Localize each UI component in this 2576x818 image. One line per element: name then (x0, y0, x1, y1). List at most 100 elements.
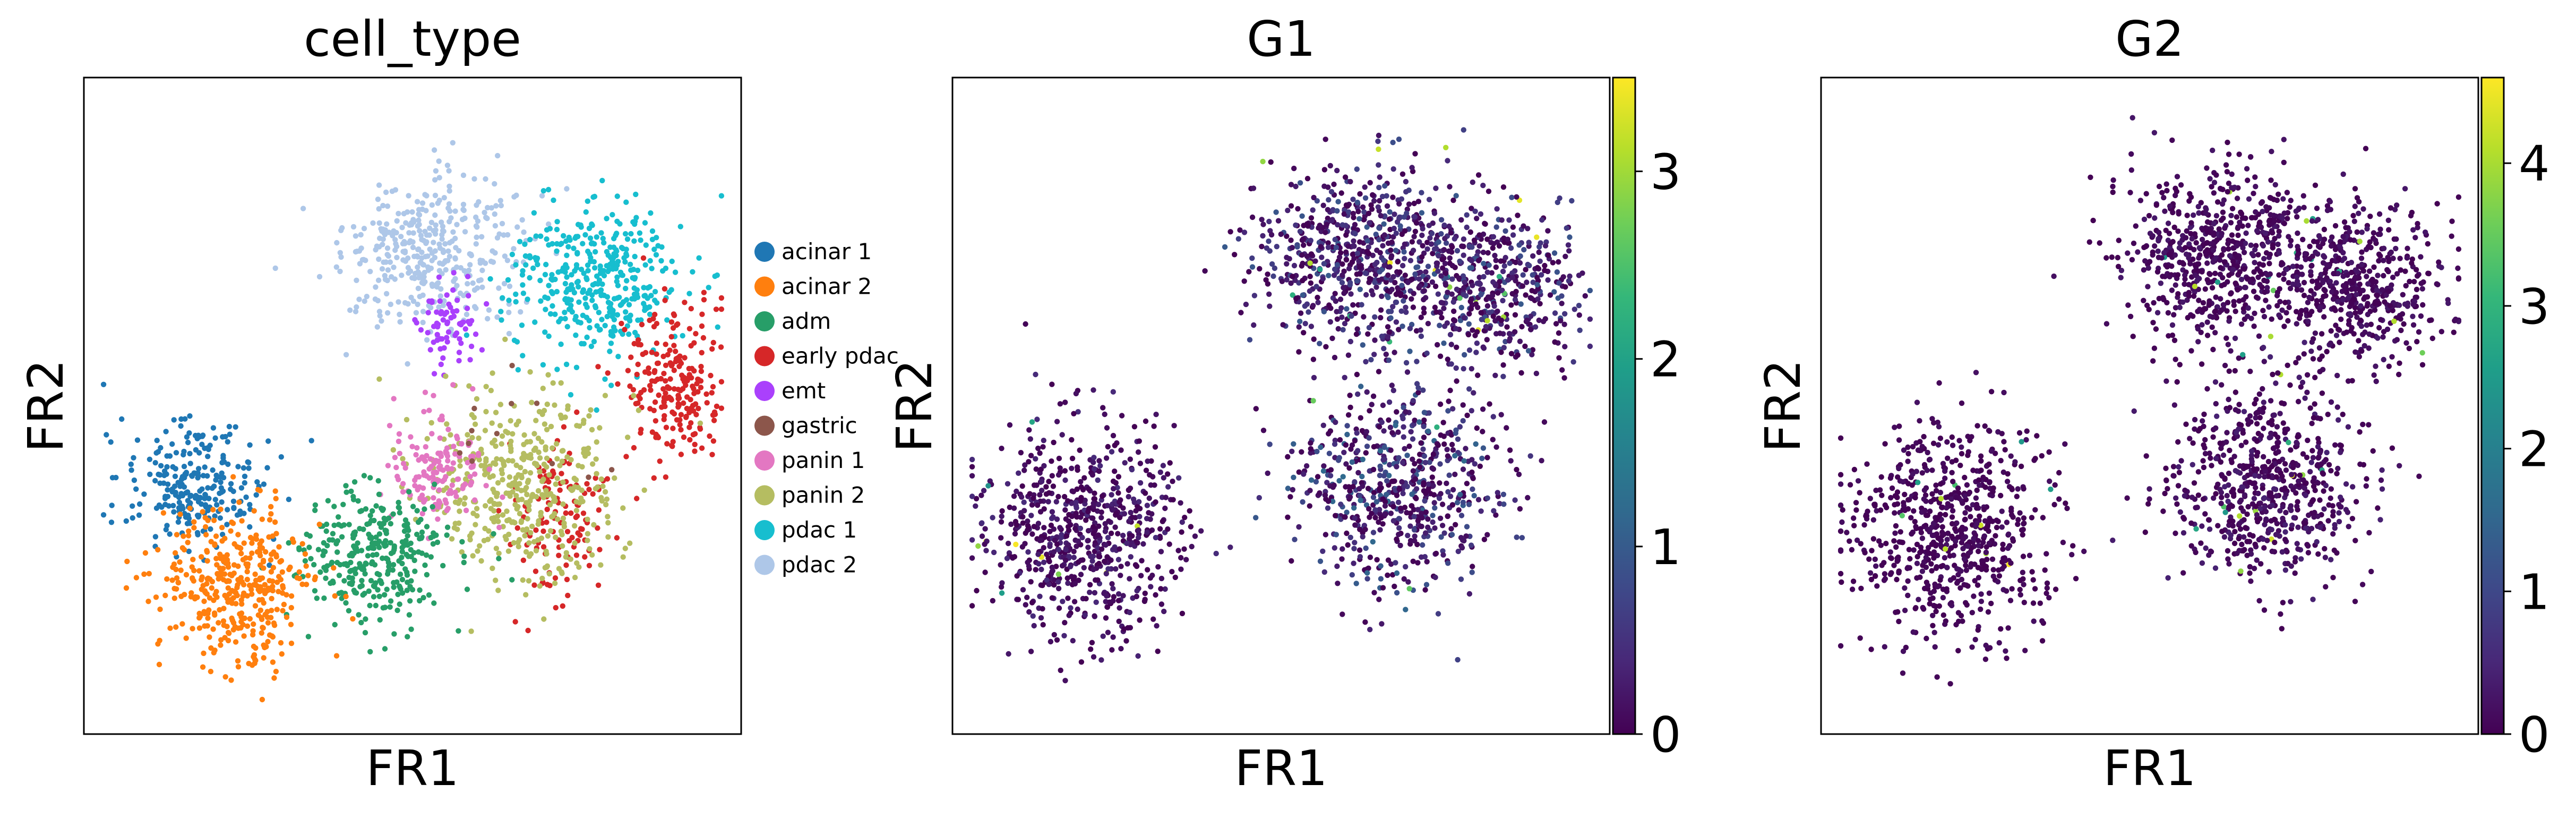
scatter-point (1077, 525, 1084, 531)
scatter-point (639, 321, 645, 328)
scatter-point (443, 267, 449, 273)
scatter-point (662, 297, 668, 303)
scatter-point (238, 485, 245, 491)
scatter-point (527, 498, 533, 504)
scatter-point (1462, 279, 1467, 285)
scatter-point (601, 240, 607, 246)
scatter-point (370, 220, 376, 226)
scatter-point (259, 630, 264, 636)
scatter-point (1421, 453, 1428, 459)
legend-item: panin 2 (754, 482, 865, 508)
scatter-point (1443, 270, 1449, 276)
scatter-point (447, 208, 453, 214)
scatter-point (573, 499, 579, 505)
scatter-point (456, 357, 462, 364)
scatter-point (173, 450, 179, 456)
scatter-point (222, 433, 228, 440)
scatter-point (1292, 536, 1298, 542)
scatter-point (1109, 581, 1115, 587)
scatter-point (1518, 301, 1524, 307)
scatter-point (446, 219, 452, 225)
scatter-point (1504, 425, 1509, 431)
scatter-point (362, 629, 368, 636)
scatter-point (1432, 525, 1438, 531)
scatter-point (580, 287, 587, 293)
scatter-point (601, 272, 607, 279)
scatter-point (1507, 260, 1513, 266)
scatter-point (578, 224, 584, 230)
scatter-point (1429, 231, 1435, 236)
scatter-point (419, 200, 426, 206)
scatter-point (414, 445, 420, 451)
scatter-point (1366, 251, 1372, 257)
scatter-point (1356, 486, 1362, 492)
scatter-point (647, 406, 653, 412)
scatter-point (1493, 224, 1499, 230)
scatter-point (1413, 220, 1420, 226)
scatter-point (271, 620, 277, 626)
scatter-point (1514, 466, 1519, 473)
scatter-point (1152, 444, 1158, 450)
scatter-point (1367, 276, 1372, 282)
scatter-point (1386, 216, 1393, 222)
scatter-point (544, 519, 549, 525)
scatter-point (221, 606, 227, 611)
scatter-point (1449, 532, 1455, 538)
scatter-point (585, 262, 591, 268)
scatter-point (1425, 263, 1431, 269)
scatter-point (1390, 166, 1396, 172)
scatter-point (393, 464, 399, 471)
scatter-point (554, 441, 560, 447)
scatter-point (397, 601, 402, 607)
scatter-point (564, 529, 571, 534)
scatter-point (544, 401, 551, 407)
scatter-point (1461, 285, 1467, 291)
scatter-point (479, 234, 485, 240)
scatter-point (585, 290, 591, 296)
scatter-point (1325, 184, 1331, 190)
scatter-point (1386, 357, 1392, 363)
scatter-point (142, 550, 149, 556)
scatter-point (128, 461, 134, 467)
scatter-point (661, 399, 667, 405)
scatter-point (1457, 491, 1463, 498)
scatter-point (242, 480, 247, 486)
scatter-point (376, 531, 383, 537)
scatter-point (1478, 292, 1484, 297)
scatter-point (698, 368, 705, 374)
scatter-point (1344, 306, 1350, 312)
scatter-point (408, 547, 414, 553)
scatter-point (1372, 515, 1378, 521)
scatter-point (1474, 340, 1480, 346)
scatter-point (521, 441, 527, 447)
scatter-point (205, 485, 211, 491)
scatter-point (1318, 444, 1324, 450)
scatter-point (530, 492, 536, 498)
scatter-point (573, 313, 579, 320)
scatter-point (299, 581, 305, 587)
scatter-point (583, 301, 589, 308)
scatter-point (403, 220, 409, 226)
scatter-point (1402, 255, 1407, 261)
scatter-point (506, 310, 512, 316)
scatter-point (596, 327, 603, 333)
scatter-point (590, 461, 596, 467)
scatter-point (376, 376, 382, 382)
scatter-point (1358, 384, 1364, 389)
scatter-point (595, 281, 601, 287)
scatter-point (707, 433, 712, 439)
scatter-point (1508, 302, 1514, 308)
scatter-point (1393, 422, 1398, 429)
scatter-point (397, 319, 403, 325)
scatter-point (1050, 483, 1057, 489)
scatter-point (1293, 296, 1299, 302)
scatter-point (434, 539, 441, 546)
scatter-point (383, 291, 390, 297)
scatter-point (496, 550, 502, 557)
scatter-point (1376, 162, 1381, 168)
scatter-point (594, 407, 599, 413)
scatter-point (1355, 448, 1361, 454)
scatter-point (595, 364, 601, 370)
scatter-point (1379, 334, 1385, 339)
scatter-point (1176, 475, 1182, 481)
